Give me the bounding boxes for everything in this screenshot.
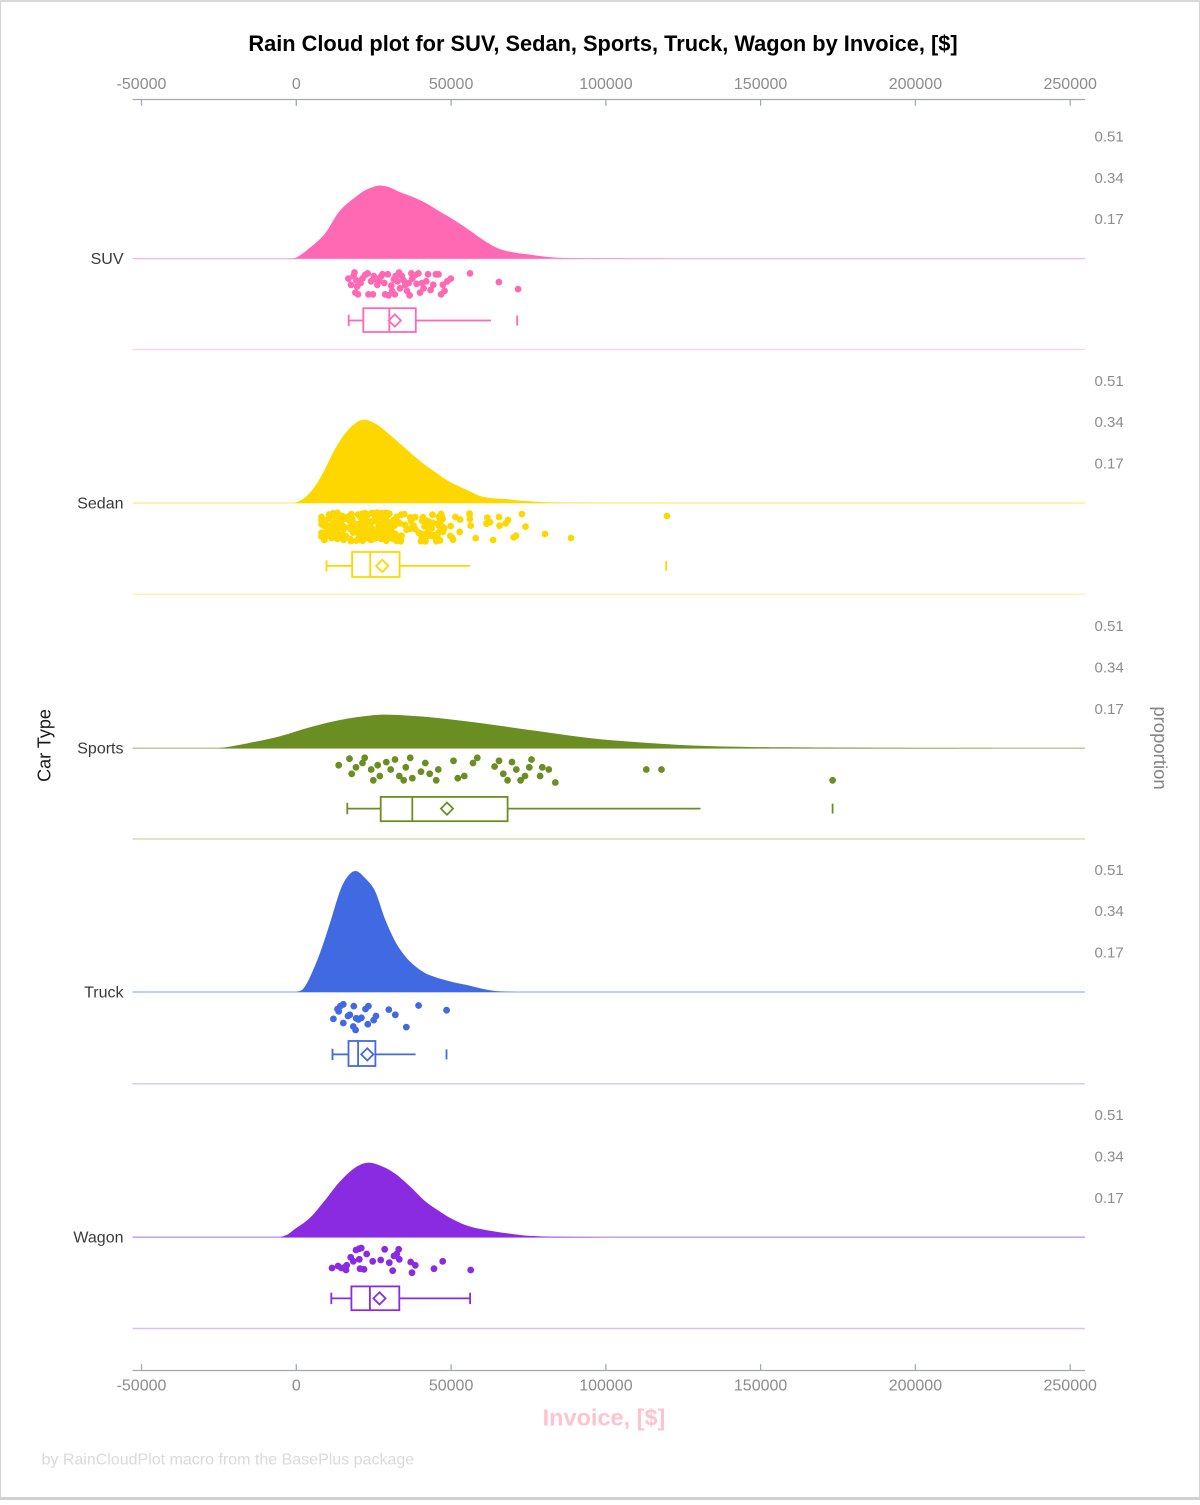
svg-text:200000: 200000	[889, 76, 942, 93]
svg-text:0.51: 0.51	[1095, 129, 1124, 146]
svg-text:0.51: 0.51	[1095, 373, 1124, 390]
svg-text:0.34: 0.34	[1095, 660, 1124, 677]
svg-text:0: 0	[292, 1378, 301, 1395]
svg-text:Sedan: Sedan	[77, 496, 123, 513]
svg-text:150000: 150000	[734, 76, 787, 93]
svg-text:Rain Cloud plot for SUV, Sedan: Rain Cloud plot for SUV, Sedan, Sports, …	[248, 31, 957, 56]
svg-text:0.34: 0.34	[1095, 903, 1124, 920]
svg-text:50000: 50000	[429, 1378, 474, 1395]
svg-text:100000: 100000	[579, 1378, 632, 1395]
svg-text:0.17: 0.17	[1095, 701, 1124, 718]
svg-text:by RainCloudPlot macro from th: by RainCloudPlot macro from the BasePlus…	[42, 1451, 415, 1468]
svg-text:0.34: 0.34	[1095, 170, 1124, 187]
svg-text:150000: 150000	[734, 1378, 787, 1395]
svg-text:Car Type: Car Type	[34, 709, 54, 782]
svg-text:0: 0	[292, 76, 301, 93]
svg-text:0.17: 0.17	[1095, 456, 1124, 473]
svg-text:0.17: 0.17	[1095, 211, 1124, 228]
svg-text:SUV: SUV	[91, 251, 124, 268]
svg-text:Truck: Truck	[84, 985, 124, 1002]
svg-text:250000: 250000	[1044, 1378, 1097, 1395]
svg-text:-50000: -50000	[117, 1378, 167, 1395]
svg-text:200000: 200000	[889, 1378, 942, 1395]
svg-text:0.34: 0.34	[1095, 414, 1124, 431]
svg-text:Sports: Sports	[77, 741, 123, 758]
svg-text:0.17: 0.17	[1095, 945, 1124, 962]
svg-text:0.51: 0.51	[1095, 1107, 1124, 1124]
svg-text:0.34: 0.34	[1095, 1149, 1124, 1166]
svg-text:Invoice, [$]: Invoice, [$]	[543, 1405, 666, 1431]
svg-text:250000: 250000	[1044, 76, 1097, 93]
svg-text:0.51: 0.51	[1095, 618, 1124, 635]
svg-text:Wagon: Wagon	[73, 1230, 123, 1247]
svg-text:50000: 50000	[429, 76, 474, 93]
svg-text:0.17: 0.17	[1095, 1190, 1124, 1207]
svg-text:100000: 100000	[579, 76, 632, 93]
svg-text:0.51: 0.51	[1095, 862, 1124, 879]
svg-text:-50000: -50000	[117, 76, 167, 93]
svg-text:proportion: proportion	[1150, 706, 1171, 789]
